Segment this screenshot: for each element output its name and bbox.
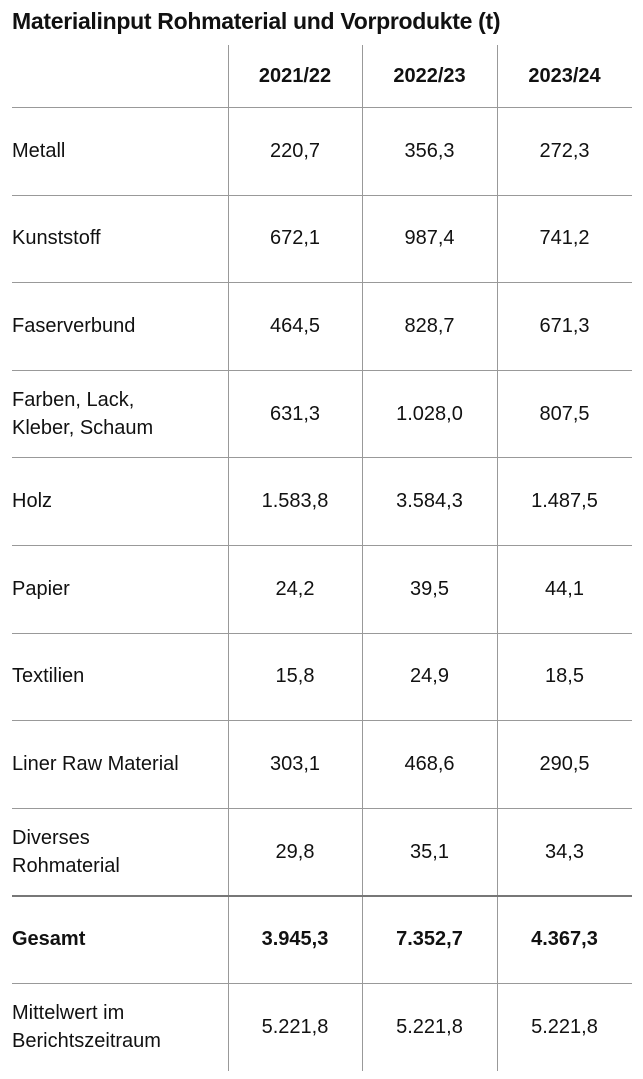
value-cell: 290,5 — [539, 752, 590, 775]
value-cell: 4.367,3 — [531, 928, 598, 951]
column-header: 2023/24 — [528, 65, 601, 87]
value-cell: 44,1 — [545, 577, 584, 600]
value-cell: 7.352,7 — [396, 928, 463, 951]
value-cell: 5.221,8 — [396, 1015, 463, 1038]
value-cell: 35,1 — [410, 840, 449, 863]
row-label-line: Kunststoff — [12, 227, 101, 250]
value-cell: 39,5 — [410, 577, 449, 600]
value-cell: 1.583,8 — [261, 490, 329, 513]
row-label-line: Kleber, Schaum — [12, 416, 154, 439]
column-header: 2021/22 — [258, 65, 332, 87]
value-cell: 671,3 — [539, 314, 590, 337]
row-label: Liner Raw Material — [12, 720, 222, 808]
value-cell: 356,3 — [404, 139, 455, 162]
value-cell: 3.584,3 — [396, 490, 463, 513]
row-divider — [12, 282, 632, 284]
row-label-line: Papier — [12, 577, 70, 600]
row-label: Gesamt — [12, 895, 222, 983]
row-label: Textilien — [12, 633, 222, 721]
row-divider — [12, 895, 632, 898]
row-label-line: Faserverbund — [12, 314, 136, 337]
table-title: Materialinput Rohmaterial und Vorprodukt… — [12, 8, 501, 34]
value-cell: 468,6 — [404, 752, 455, 775]
value-cell: 987,4 — [404, 227, 455, 250]
value-cell: 303,1 — [269, 752, 321, 775]
row-divider — [12, 107, 632, 108]
row-label-line: Holz — [12, 490, 53, 513]
value-cell: 1.487,5 — [531, 490, 598, 513]
value-cell: 18,5 — [545, 665, 584, 688]
value-cell: 1.028,0 — [396, 402, 463, 425]
value-cell: 464,5 — [269, 314, 321, 337]
value-cell: 220,7 — [269, 139, 321, 162]
value-cell: 5.221,8 — [531, 1015, 598, 1038]
row-label-line: Textilien — [12, 665, 85, 688]
value-cell: 828,7 — [404, 314, 455, 337]
row-label: Papier — [12, 545, 222, 633]
row-label-line: Mittelwert im — [12, 1001, 125, 1024]
value-cell: 24,9 — [410, 665, 449, 688]
row-divider — [12, 983, 632, 984]
row-label-line: Rohmaterial — [12, 854, 120, 877]
value-cell: 631,3 — [269, 402, 321, 425]
column-divider — [362, 45, 363, 1071]
row-divider — [12, 457, 632, 459]
row-label: Kunststoff — [12, 195, 222, 283]
row-label-line: Liner Raw Material — [12, 752, 179, 775]
column-divider — [497, 45, 498, 1071]
row-label: Mittelwert im Berichtszeitraum — [12, 983, 222, 1071]
value-cell: 3.945,3 — [261, 928, 329, 951]
value-cell: 15,8 — [275, 665, 315, 688]
value-cell: 807,5 — [539, 402, 590, 425]
row-divider — [12, 632, 632, 634]
row-label: Diverses Rohmaterial — [12, 808, 222, 896]
value-cell: 672,1 — [269, 227, 321, 250]
row-label: Metall — [12, 107, 222, 195]
value-cell: 34,3 — [545, 840, 584, 863]
value-cell: 741,2 — [539, 227, 590, 250]
row-label-line: Gesamt — [12, 928, 86, 951]
row-divider — [12, 720, 632, 722]
row-label: Farben, Lack, Kleber, Schaum — [12, 370, 222, 458]
row-label-line: Berichtszeitraum — [12, 1029, 161, 1052]
column-divider — [228, 45, 229, 1071]
row-divider — [12, 807, 632, 809]
row-label: Faserverbund — [12, 282, 222, 370]
row-divider — [12, 545, 632, 546]
row-label-line: Diverses — [12, 826, 90, 849]
value-cell: 29,8 — [275, 840, 315, 863]
row-label: Holz — [12, 457, 222, 545]
row-label-line: Metall — [12, 139, 66, 162]
row-divider — [12, 369, 632, 371]
value-cell: 272,3 — [539, 139, 590, 162]
row-label-line: Farben, Lack, — [12, 388, 135, 411]
row-divider — [12, 194, 632, 196]
column-header: 2022/23 — [393, 65, 466, 87]
value-cell: 24,2 — [275, 577, 315, 600]
value-cell: 5.221,8 — [261, 1015, 329, 1038]
